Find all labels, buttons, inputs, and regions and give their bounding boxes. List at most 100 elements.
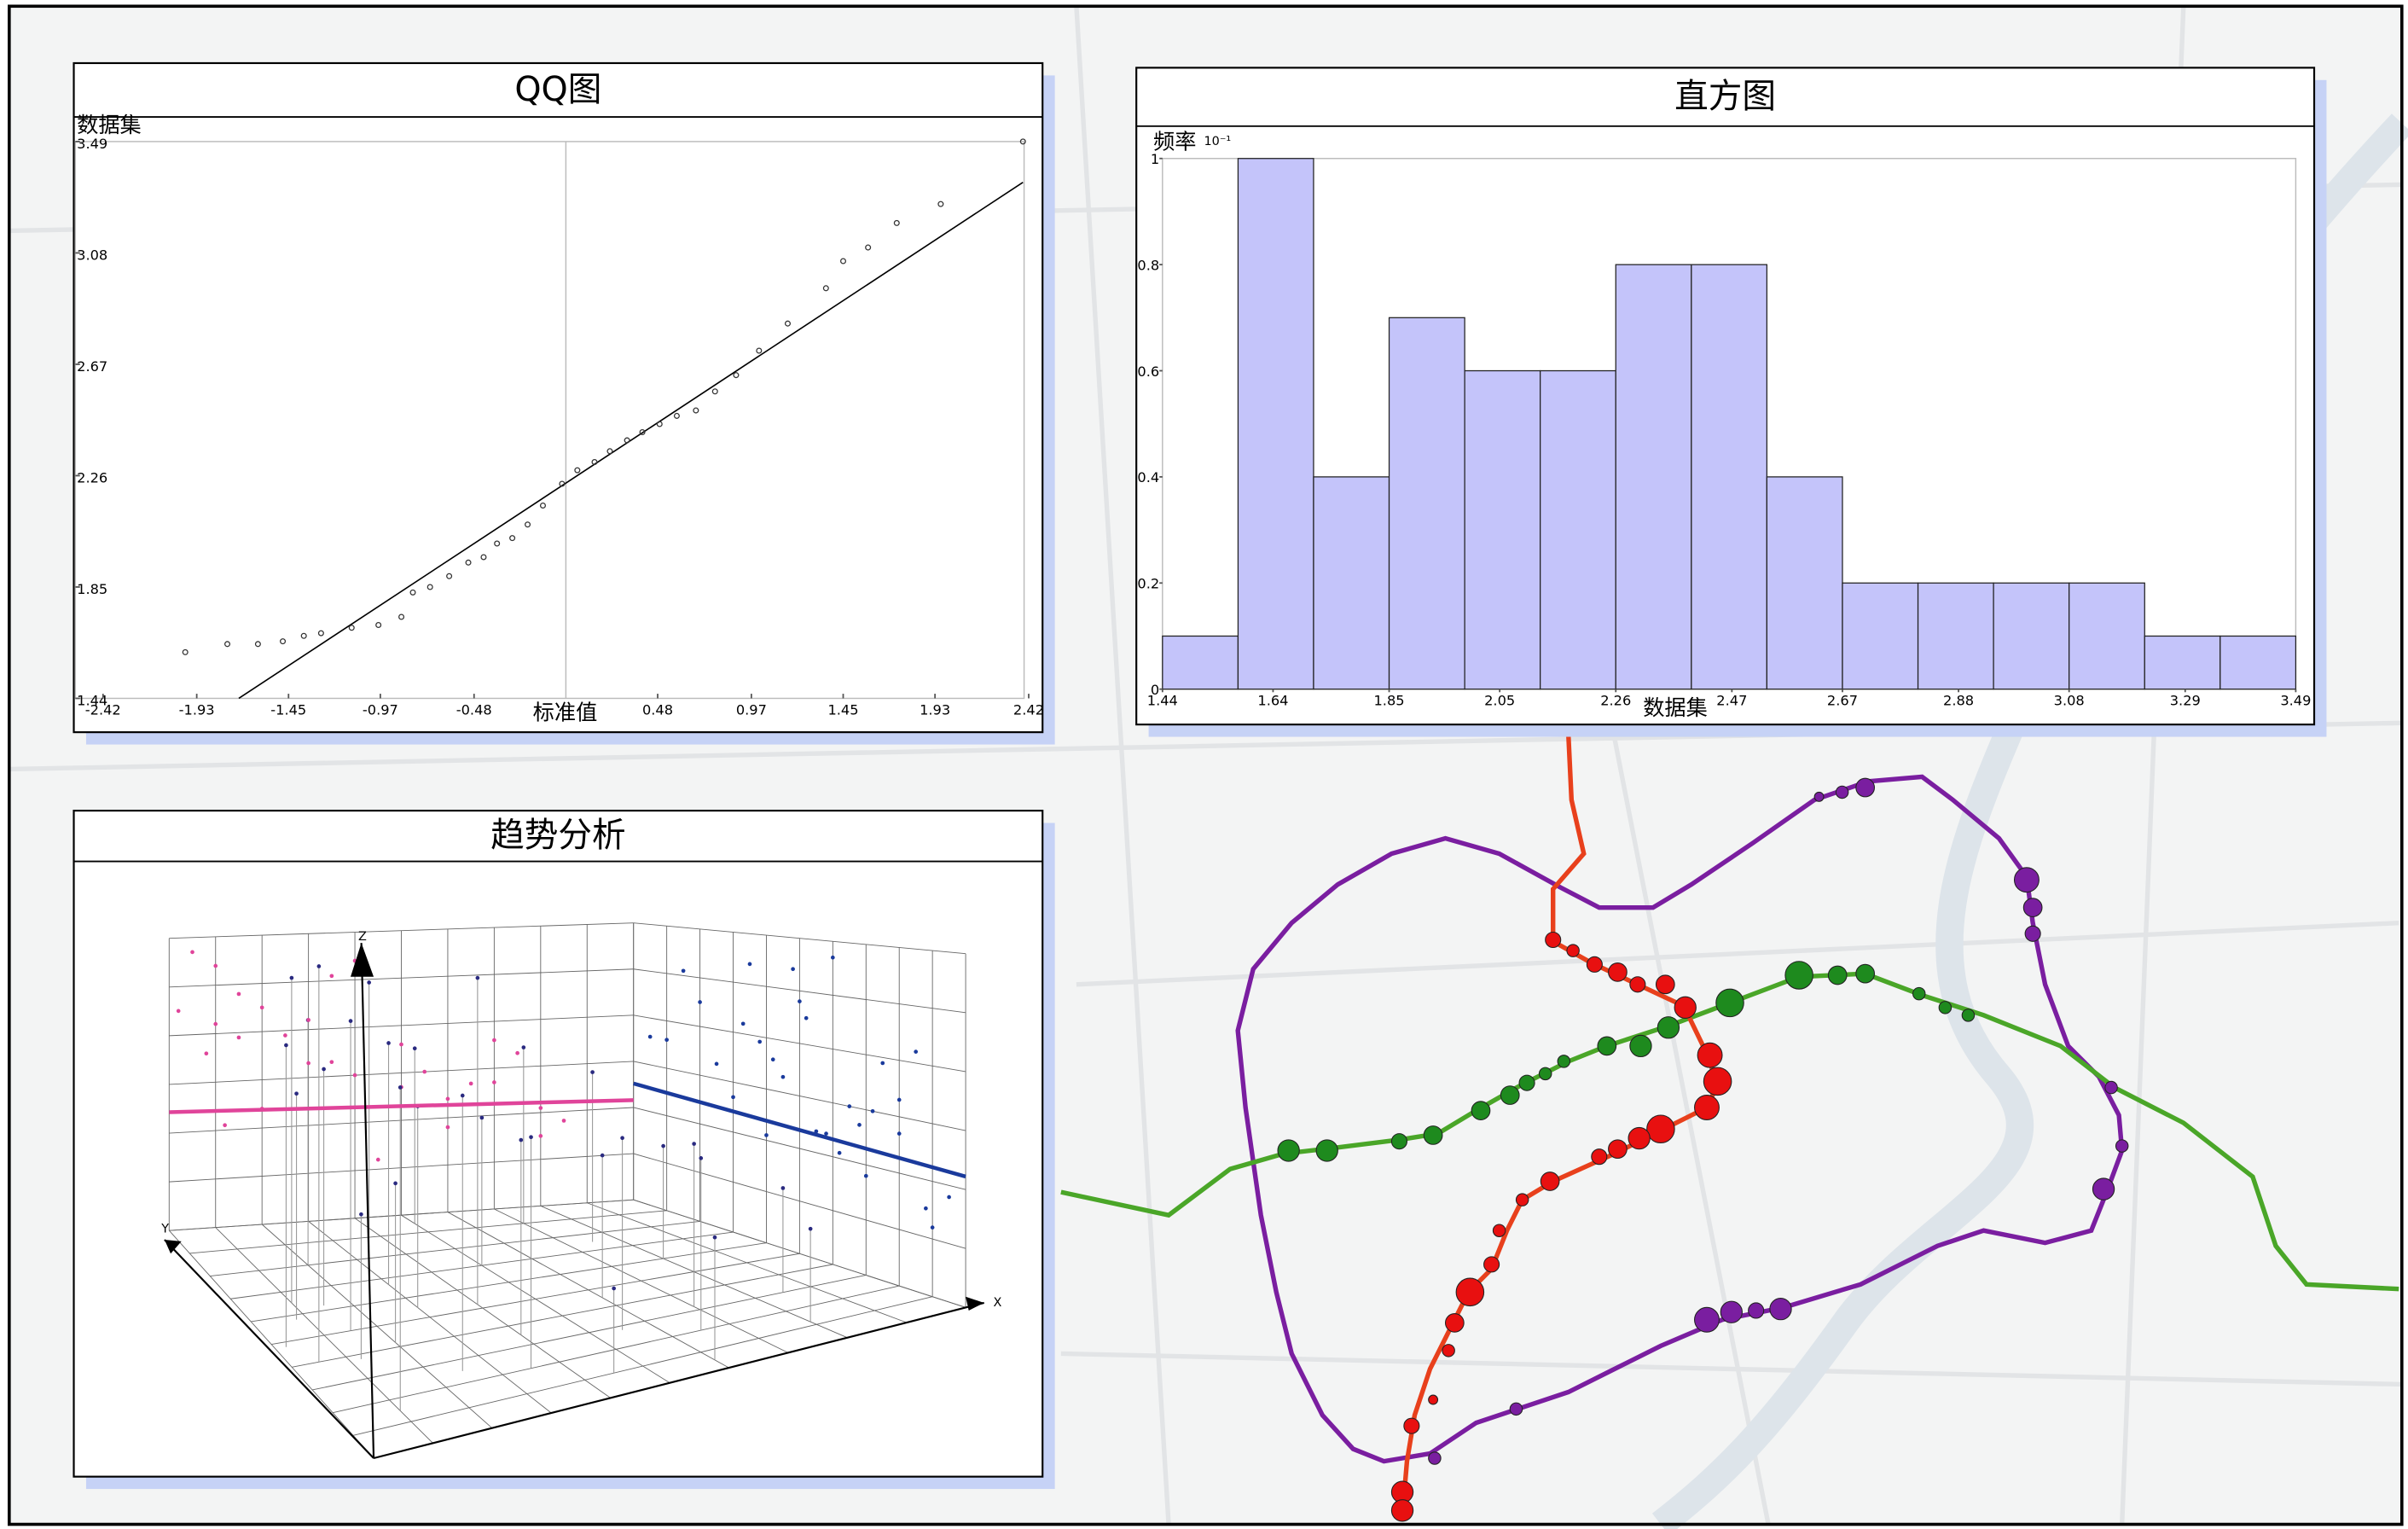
station (1442, 1344, 1455, 1357)
x-tick-label: 1.44 (1147, 693, 1178, 709)
qq-point (656, 421, 663, 427)
data-point (600, 1153, 605, 1158)
panel-body (73, 61, 1044, 734)
qq-point (446, 573, 453, 579)
trend-line (169, 1098, 634, 1114)
x-tick-label: 0.48 (642, 701, 673, 718)
data-point (284, 1043, 288, 1048)
x-tick-label: 2.42 (1013, 701, 1044, 718)
x-tick-label: -0.97 (363, 701, 398, 718)
xz-projection-point (698, 1000, 702, 1004)
xz-projection-point (681, 968, 686, 974)
station (1492, 1224, 1506, 1237)
xz-projection-point (830, 955, 835, 960)
histogram-bar (1464, 369, 1541, 690)
xz-projection-point (896, 1131, 902, 1136)
axis-arrow (966, 1296, 984, 1311)
floor-grid-line (308, 1221, 552, 1414)
panel: QQ图 1.44 1.85 2.26 2.67 3.08 3.49 -2.42 -1.93 -1.… (73, 61, 1055, 745)
xz-projection-point (947, 1195, 951, 1200)
qq-point (224, 641, 231, 648)
yz-projection-point (306, 1061, 310, 1066)
x-tick-label: 2.26 (1600, 693, 1631, 709)
station (2022, 898, 2043, 918)
station (1827, 965, 1848, 985)
wall-grid-line (633, 968, 966, 1014)
station (1591, 1148, 1608, 1166)
reference-line (238, 181, 1024, 700)
xz-projection-point (731, 1095, 735, 1100)
histogram-bar (1540, 369, 1616, 690)
xz-projection-point (870, 1108, 875, 1113)
station (1500, 1085, 1520, 1105)
xz-projection-point (764, 1133, 769, 1137)
x-tick-label: 1.85 (1373, 693, 1404, 709)
qq-point (317, 630, 324, 637)
qq-point (398, 613, 405, 620)
station (1646, 1114, 1675, 1144)
yz-projection-point (204, 1051, 209, 1056)
yz-projection-point (213, 1021, 218, 1026)
qq-point (693, 407, 699, 414)
yz-projection-point (561, 1119, 566, 1123)
qq-point (639, 429, 646, 436)
wall-grid-line (633, 1153, 966, 1249)
floor-grid-line (352, 1296, 933, 1436)
station (1566, 944, 1580, 957)
station (2092, 1177, 2115, 1201)
plot-frame (74, 141, 1025, 700)
data-point (590, 1070, 595, 1074)
histogram-bar (1615, 264, 1692, 690)
panel: 直方图 0 0.2 0.4 0.6 0.8 1 1.44 1.64 1.85 2.05 2.26 2.4… (1135, 67, 2327, 737)
panel-title: 直方图 (1674, 77, 1776, 116)
histogram-bar (1917, 582, 1994, 690)
floor-grid-line (354, 1218, 611, 1398)
station (1657, 1016, 1680, 1039)
y-tick-label: 1.44 (77, 693, 107, 709)
qq-point (733, 372, 740, 379)
station (1813, 791, 1825, 802)
x-axis-label: 标准值 (533, 701, 598, 725)
station (1515, 1193, 1529, 1206)
yz-projection-point (492, 1080, 496, 1084)
yz-projection-point (329, 974, 334, 979)
histogram-bar (1691, 264, 1768, 690)
y-tick-label: 3.08 (77, 247, 107, 264)
station (1608, 1139, 1628, 1160)
station (1403, 1417, 1420, 1434)
qq-point (509, 535, 516, 542)
yz-projection-point (399, 1042, 403, 1047)
qq-point (893, 219, 900, 226)
qq-point (606, 448, 613, 455)
qq-point (574, 467, 581, 474)
qq-point (784, 320, 791, 327)
x-axis-label: X (994, 1296, 1002, 1310)
qq-point (375, 622, 382, 629)
xz-projection-point (814, 1129, 819, 1134)
data-point (692, 1142, 696, 1146)
histogram-bar (2069, 582, 2145, 690)
station (1545, 931, 1562, 949)
frame (8, 4, 2404, 1526)
data-point (397, 1085, 403, 1090)
metro-ring (1235, 774, 2125, 1464)
data-point (612, 1286, 617, 1291)
x-tick-label: 1.45 (827, 701, 858, 718)
qq-point (254, 641, 261, 648)
station (1540, 1171, 1560, 1191)
x-tick-label: 1.93 (920, 701, 950, 718)
station (1855, 777, 1876, 798)
qq-point (525, 521, 531, 528)
y-tick-label: 1 (1151, 151, 1159, 167)
qq-point (937, 201, 944, 207)
yz-projection-point (468, 1081, 473, 1086)
qq-point (673, 412, 680, 419)
xz-projection-point (804, 1015, 809, 1020)
y-axis-label: 频率 (1153, 130, 1196, 154)
station (1655, 974, 1675, 995)
yz-projection-point (352, 1073, 357, 1078)
data-point (699, 1156, 704, 1160)
station (1628, 1126, 1651, 1150)
histogram-bar (1388, 317, 1465, 690)
